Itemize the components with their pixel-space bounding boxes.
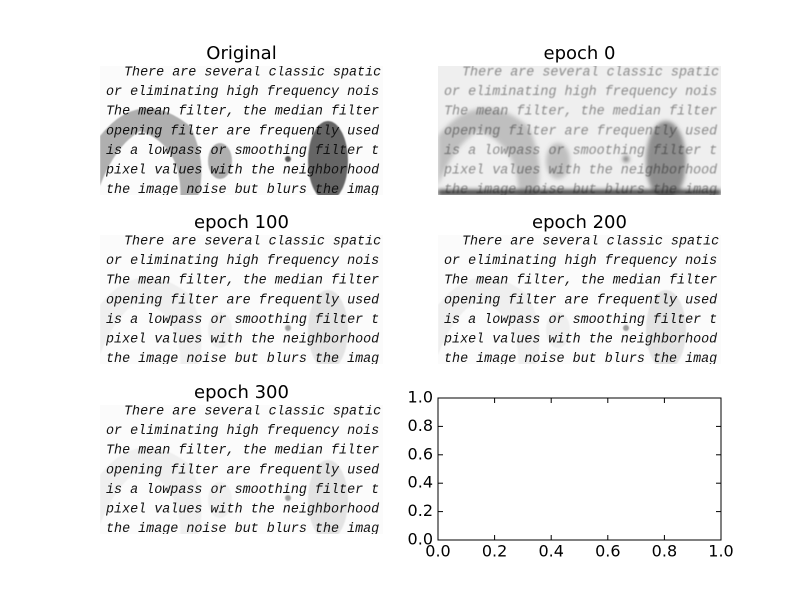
y-tick-label: 0.6 — [408, 444, 433, 463]
shape — [438, 277, 540, 364]
shape — [100, 277, 202, 364]
image-text: The mean filter, the median filter — [106, 105, 379, 120]
shape — [438, 108, 540, 195]
image-text: or eliminating high frequency nois — [106, 254, 379, 269]
image-text: opening filter are frequently used — [444, 124, 718, 139]
panel-title: epoch 100 — [194, 212, 289, 233]
image-text: The mean filter, the median filter — [444, 105, 717, 120]
shape — [646, 121, 686, 195]
image-text: There are several classic spatic — [124, 235, 381, 250]
shape — [208, 482, 232, 518]
shape — [208, 143, 232, 179]
shape — [100, 108, 202, 195]
image-text: There are several classic spatic — [462, 66, 719, 81]
shape — [546, 143, 570, 179]
image-text: pixel values with the neighborhood — [105, 503, 380, 518]
image-text: There are several classic spatic — [124, 66, 381, 81]
y-tick-label: 0.4 — [408, 473, 433, 492]
y-tick-label: 0.0 — [408, 530, 433, 549]
image-text: is a lowpass or smoothing filter t — [444, 144, 717, 159]
shape — [546, 312, 570, 348]
x-tick-label: 0.8 — [652, 542, 677, 561]
panel-title: Original — [206, 43, 276, 64]
image: There are several classic spatic or elimi… — [100, 405, 383, 537]
image-text: opening filter are frequently used — [106, 463, 380, 478]
shape — [308, 460, 348, 534]
panel-title: epoch 200 — [532, 212, 627, 233]
shape — [623, 325, 629, 331]
shape — [623, 156, 629, 162]
image-text: or eliminating high frequency nois — [106, 424, 379, 439]
x-tick-label: 1.0 — [708, 542, 733, 561]
text-layer: There are several classic spatic or elimi… — [105, 66, 381, 198]
x-tick-label: 0.6 — [595, 542, 620, 561]
shape — [285, 156, 291, 162]
shapes — [100, 108, 348, 195]
image: There are several classic spatic or elimi… — [100, 235, 383, 367]
image-text: the image noise but blurs the imag — [106, 183, 379, 198]
image-text: There are several classic spatic — [124, 405, 381, 420]
text-layer: There are several classic spatic or elimi… — [105, 235, 381, 367]
image-text: pixel values with the neighborhood — [105, 333, 380, 348]
image-text: or eliminating high frequency nois — [106, 85, 379, 100]
image-text: the image noise but blurs the imag — [444, 352, 717, 367]
image-text: The mean filter, the median filter — [106, 274, 379, 289]
image-text: or eliminating high frequency nois — [444, 254, 717, 269]
image-text: opening filter are frequently used — [444, 293, 718, 308]
image: There are several classic spatic or elimi… — [438, 235, 721, 367]
shapes — [438, 277, 686, 364]
image-text: or eliminating high frequency nois — [444, 85, 717, 100]
panel-title: epoch 300 — [194, 382, 289, 403]
y-tick-label: 1.0 — [408, 388, 433, 407]
image-text: The mean filter, the median filter — [106, 444, 379, 459]
image-text: the image noise but blurs the imag — [106, 352, 379, 367]
image-text: is a lowpass or smoothing filter t — [106, 483, 379, 498]
shape — [438, 190, 721, 195]
shapes — [438, 108, 721, 195]
shape — [208, 312, 232, 348]
image-text: pixel values with the neighborhood — [443, 333, 718, 348]
image-text: There are several classic spatic — [462, 235, 719, 250]
y-tick-label: 0.2 — [408, 501, 433, 520]
image-text: opening filter are frequently used — [106, 293, 380, 308]
y-tick-label: 0.8 — [408, 416, 433, 435]
x-tick-label: 0.4 — [538, 542, 563, 561]
image-text: pixel values with the neighborhood — [105, 164, 380, 179]
image-text: pixel values with the neighborhood — [443, 164, 718, 179]
image-text: is a lowpass or smoothing filter t — [444, 313, 717, 328]
image: There are several classic spatic or elimi… — [100, 66, 383, 198]
image-text: The mean filter, the median filter — [444, 274, 717, 289]
shape — [285, 495, 291, 501]
text-layer: There are several classic spatic or elimi… — [443, 66, 719, 198]
shape — [308, 121, 348, 195]
panel-title: epoch 0 — [544, 43, 616, 64]
shape — [285, 325, 291, 331]
shapes — [100, 277, 348, 364]
image-text: opening filter are frequently used — [106, 124, 380, 139]
text-layer: There are several classic spatic or elimi… — [105, 405, 381, 537]
shape — [308, 290, 348, 364]
axes — [437, 397, 722, 541]
image-text: is a lowpass or smoothing filter t — [106, 313, 379, 328]
shapes — [100, 447, 348, 534]
shape — [646, 290, 686, 364]
shape — [100, 447, 202, 534]
image-text: the image noise but blurs the imag — [444, 183, 717, 198]
image-text: is a lowpass or smoothing filter t — [106, 144, 379, 159]
x-tick-label: 0.0 — [425, 542, 450, 561]
image: There are several classic spatic or elimi… — [438, 66, 721, 198]
image-text: the image noise but blurs the imag — [106, 522, 379, 537]
x-tick-label: 0.2 — [482, 542, 507, 561]
text-layer: There are several classic spatic or elimi… — [443, 235, 719, 367]
